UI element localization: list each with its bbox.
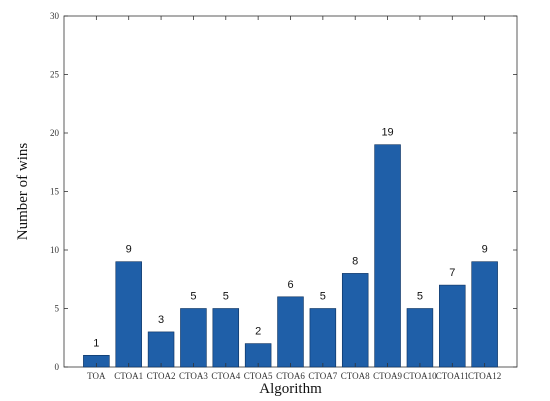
x-tick-label: CTOA12: [468, 371, 501, 381]
x-tick-label: CTOA2: [147, 371, 176, 381]
x-tick-label: TOA: [87, 371, 106, 381]
bar-value-label: 5: [417, 291, 423, 303]
bar-value-label: 5: [320, 291, 326, 303]
bar-value-label: 5: [190, 291, 196, 303]
y-tick-label: 5: [55, 304, 60, 314]
bars-group: [83, 144, 498, 368]
bar: [212, 308, 240, 368]
bar-value-label: 3: [158, 314, 164, 326]
bar-value-label: 6: [287, 279, 293, 291]
x-tick-label: CTOA7: [308, 371, 337, 381]
x-tick-label: CTOA6: [276, 371, 305, 381]
bar: [341, 273, 369, 368]
bar: [374, 144, 401, 368]
bar-value-label: 8: [352, 255, 358, 267]
bar-value-label: 19: [381, 127, 393, 139]
y-tick-label: 0: [55, 362, 60, 372]
bar-value-label: 9: [482, 244, 488, 256]
bar-value-label: 1: [93, 337, 99, 349]
bar: [439, 284, 466, 368]
bar-value-label: 2: [255, 326, 261, 338]
y-tick-label: 20: [50, 128, 60, 138]
x-tick-label: CTOA1: [114, 371, 143, 381]
bar-value-label: 5: [223, 291, 229, 303]
y-axis-title: Number of wins: [15, 143, 31, 241]
y-tick-label: 30: [50, 11, 60, 21]
y-tick-label: 10: [50, 245, 60, 255]
x-tick-label: CTOA3: [179, 371, 208, 381]
x-tick-label: CTOA11: [436, 371, 469, 381]
bar: [147, 331, 175, 368]
y-tick-label: 15: [50, 187, 60, 197]
bar: [180, 308, 207, 368]
bar: [277, 296, 304, 368]
bar: [309, 308, 337, 368]
x-tick-label: CTOA10: [403, 371, 437, 381]
x-axis-ticks: TOA CTOA1 CTOA2 CTOA3 CTOA4 CTOA5 CTOA6 CTOA7 CT…: [87, 16, 501, 381]
x-tick-label: CTOA4: [211, 371, 240, 381]
x-tick-label: CTOA9: [373, 371, 402, 381]
x-tick-label: CTOA5: [244, 371, 273, 381]
bar-value-label: 9: [126, 244, 132, 256]
x-tick-label: CTOA8: [341, 371, 370, 381]
bar: [406, 308, 434, 368]
bar-value-label: 7: [449, 267, 455, 279]
bar: [115, 261, 142, 368]
x-axis-title: Algorithm: [259, 381, 322, 397]
y-tick-label: 25: [50, 70, 60, 80]
bar: [471, 261, 498, 368]
